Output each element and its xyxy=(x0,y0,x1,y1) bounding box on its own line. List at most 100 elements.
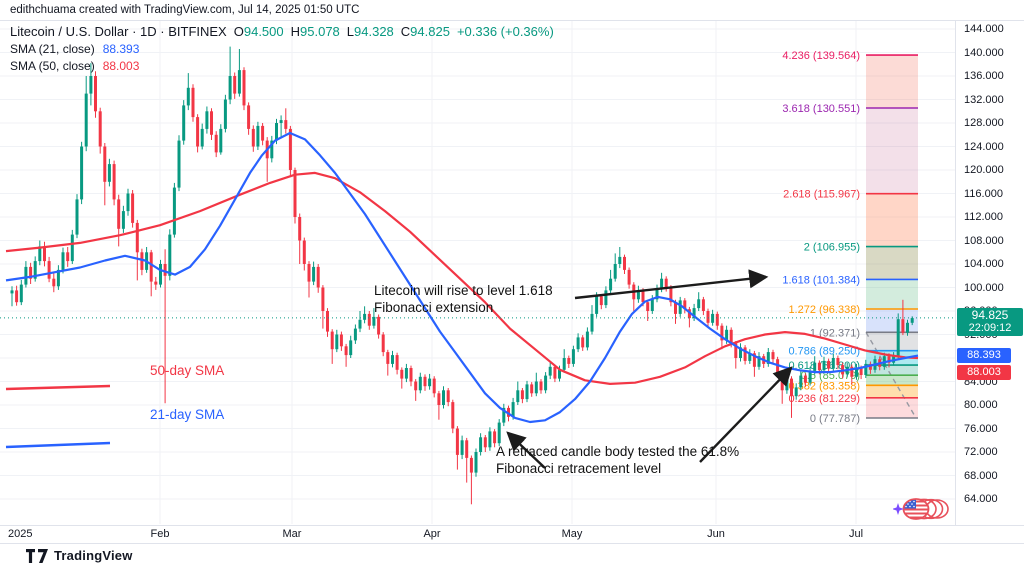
candle xyxy=(242,70,246,106)
fib-band xyxy=(866,193,918,247)
annotation-rise-text[interactable]: Litecoin will rise to level 1.618 Fibona… xyxy=(374,283,553,315)
candle xyxy=(121,211,125,229)
sma50-label: SMA (50, close) xyxy=(10,59,95,73)
candle xyxy=(349,340,353,356)
candle xyxy=(553,366,557,379)
candle xyxy=(752,353,756,367)
candle xyxy=(534,381,538,394)
candle xyxy=(850,366,854,377)
candle xyxy=(650,299,654,311)
candle xyxy=(70,234,74,262)
axis-divider xyxy=(955,20,956,525)
candle xyxy=(493,431,497,444)
candle xyxy=(748,353,752,361)
candle xyxy=(483,437,487,448)
candle xyxy=(377,316,381,335)
fib-band xyxy=(866,365,918,376)
candle xyxy=(618,256,622,264)
candle xyxy=(539,381,543,391)
sma50-callout-label[interactable]: 50-day SMA xyxy=(150,363,225,378)
candle xyxy=(674,302,677,314)
candle xyxy=(94,76,97,112)
fib-band xyxy=(866,375,918,386)
candle xyxy=(511,402,515,417)
candle xyxy=(474,452,478,473)
candle xyxy=(910,318,914,323)
price-tick: 80.000 xyxy=(964,399,998,411)
price-chart-canvas[interactable]: 4.236 (139.564) 3.618 (130.551) 2.618 (115… xyxy=(0,0,955,525)
candle xyxy=(10,290,14,294)
fib-level-label: 0.786 (89.250) xyxy=(788,346,860,358)
sma21-line xyxy=(5,131,919,424)
candle xyxy=(669,287,673,303)
price-tick: 144.000 xyxy=(964,23,1004,35)
candle xyxy=(168,234,172,276)
tradingview-footer[interactable]: TradingView xyxy=(26,548,133,563)
candle xyxy=(140,252,144,270)
candle xyxy=(627,269,631,285)
candle xyxy=(715,313,719,326)
fib-band xyxy=(866,246,918,280)
symbol-row[interactable]: Litecoin / U.S. Dollar · 1D · BITFINEX O… xyxy=(10,24,554,39)
sma50-line xyxy=(5,171,919,385)
high-value: 95.078 xyxy=(300,24,340,39)
price-tick: 128.000 xyxy=(964,117,1004,129)
price-tick: 72.000 xyxy=(964,446,998,458)
price-tick: 116.000 xyxy=(964,187,1003,200)
candle xyxy=(743,347,747,361)
time-axis-divider xyxy=(0,525,1024,526)
sma50-legend-row[interactable]: SMA (50, close) 88.003 xyxy=(10,59,554,73)
change-value: +0.336 (+0.36%) xyxy=(456,24,554,39)
price-axis[interactable]: 144.000 140.000 136.000 132.000 128.000 124.0… xyxy=(955,20,1024,525)
fib-level-label: 1 (92.371) xyxy=(810,327,860,339)
time-axis[interactable]: 2025 Feb Mar Apr May Jun Jul xyxy=(0,526,955,543)
candle xyxy=(502,407,506,423)
candle xyxy=(520,390,524,400)
candle xyxy=(827,360,831,369)
fib-level-label: 0 (77.787) xyxy=(810,413,860,425)
sma21-callout-label[interactable]: 21-day SMA xyxy=(150,407,225,422)
candle xyxy=(646,302,650,311)
sma50-price-label: 88.003 xyxy=(957,365,1011,380)
callout-segment xyxy=(5,441,111,449)
candle xyxy=(270,140,274,159)
candle xyxy=(455,428,459,455)
candle xyxy=(442,390,445,405)
fib-band xyxy=(866,279,918,309)
price-tick: 132.000 xyxy=(964,93,1004,106)
fib-band xyxy=(866,309,918,333)
chart-legend: Litecoin / U.S. Dollar · 1D · BITFINEX O… xyxy=(10,24,554,73)
candle xyxy=(771,352,775,360)
candle xyxy=(112,164,116,200)
price-tick: 64.000 xyxy=(964,493,998,505)
candle xyxy=(725,329,729,341)
candle xyxy=(544,375,548,391)
candle xyxy=(247,105,251,129)
candle xyxy=(530,384,534,394)
fib-band xyxy=(866,108,918,194)
candle xyxy=(163,264,167,276)
sma21-legend-row[interactable]: SMA (21, close) 88.393 xyxy=(10,42,554,56)
candle xyxy=(372,316,376,326)
candle xyxy=(56,269,60,287)
price-tick: 112.000 xyxy=(964,211,1003,223)
candle xyxy=(409,368,413,382)
fib-level-label: 4.236 (139.564) xyxy=(782,50,860,62)
price-tick: 108.000 xyxy=(964,234,1004,247)
usa-flag-sticker xyxy=(893,498,949,520)
annotation-arrow xyxy=(506,431,546,469)
candle xyxy=(298,217,302,241)
annotation-retrace-text[interactable]: A retraced candle body tested the 61.8% … xyxy=(496,444,740,476)
low-value: 94.328 xyxy=(354,24,394,39)
candle xyxy=(701,299,705,311)
candle xyxy=(288,128,292,170)
price-tick: 124.000 xyxy=(964,140,1004,153)
candle xyxy=(766,352,770,364)
time-label: Feb xyxy=(150,528,170,540)
sma21-price-label: 88.393 xyxy=(957,347,1011,363)
candle xyxy=(414,381,418,391)
candle xyxy=(692,308,696,319)
candle xyxy=(353,328,357,341)
candle xyxy=(89,76,93,94)
